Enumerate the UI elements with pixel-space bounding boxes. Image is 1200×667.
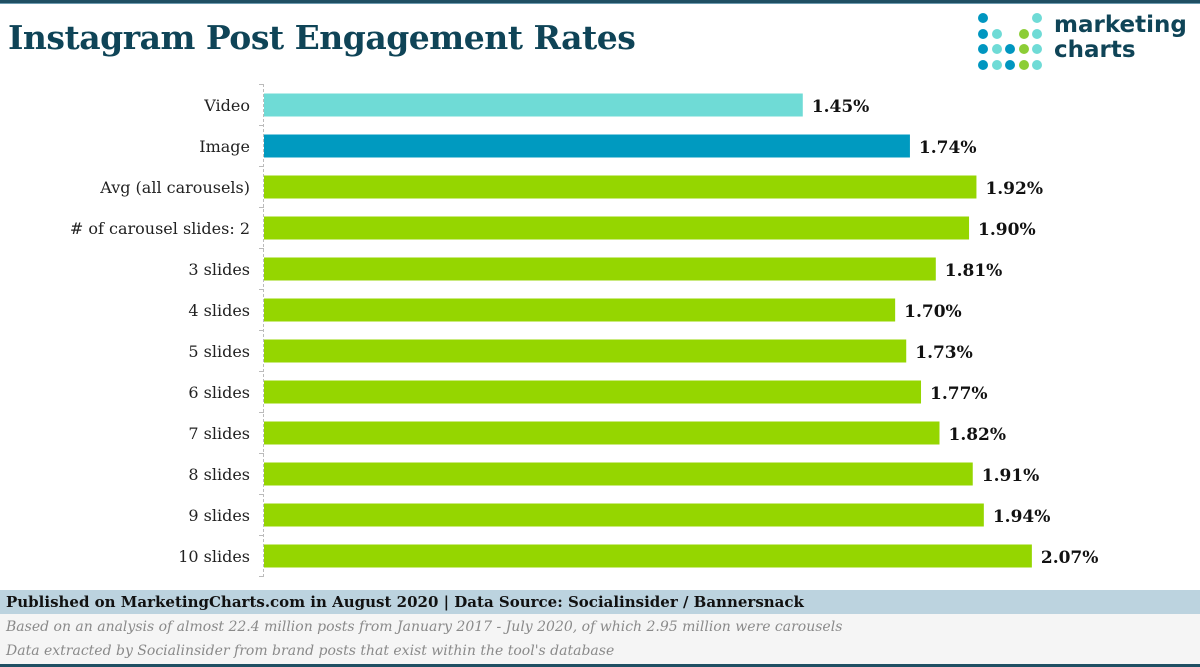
top-border — [0, 0, 1200, 4]
bar-9 — [264, 462, 973, 486]
logo-dot — [991, 59, 1002, 70]
logo-dot — [1018, 28, 1029, 39]
source-bar: Published on MarketingCharts.com in Augu… — [0, 590, 1200, 614]
category-label: 10 slides — [178, 547, 250, 566]
logo-dot — [978, 13, 988, 23]
y-axis — [259, 84, 264, 578]
bar-10 — [264, 503, 984, 527]
category-label: 8 slides — [188, 465, 250, 484]
value-label: 1.94% — [993, 507, 1051, 527]
logo-dot — [978, 28, 988, 39]
category-label: 5 slides — [188, 342, 250, 361]
chart-title: Instagram Post Engagement Rates — [8, 18, 636, 57]
bar-1 — [264, 134, 910, 158]
footer-notes: Based on an analysis of almost 22.4 mill… — [0, 614, 1200, 667]
logo-dot — [991, 28, 1002, 39]
logo-dot — [1032, 59, 1042, 70]
logo-dot — [978, 44, 988, 54]
bar-11 — [264, 544, 1032, 568]
bars — [264, 93, 1032, 568]
category-label: 4 slides — [188, 301, 250, 320]
value-label: 1.45% — [812, 97, 870, 117]
logo-dot — [1005, 59, 1015, 70]
bar-3 — [264, 216, 970, 240]
category-label: 9 slides — [188, 506, 250, 525]
logo-dots-icon — [978, 13, 1042, 73]
category-label: 6 slides — [188, 383, 250, 402]
published-source-text: Published on MarketingCharts.com in Augu… — [6, 593, 804, 611]
bar-5 — [264, 298, 896, 322]
data-extraction-note: Data extracted by Socialinsider from bra… — [6, 643, 615, 659]
logo-dot — [1032, 28, 1042, 39]
logo-dot — [1018, 44, 1029, 54]
bar-7 — [264, 380, 922, 404]
logo-dot — [1032, 13, 1042, 23]
logo-dot — [978, 59, 988, 70]
category-label: # of carousel slides: 2 — [70, 219, 250, 238]
logo-line-1: marketing — [1054, 12, 1187, 38]
bar-8 — [264, 421, 940, 445]
value-label: 1.82% — [948, 425, 1006, 445]
value-label: 1.74% — [919, 138, 977, 158]
logo-dot — [991, 44, 1002, 54]
value-label: 1.70% — [904, 302, 962, 322]
category-label: Video — [203, 96, 250, 115]
value-label: 1.73% — [915, 343, 973, 363]
bar-2 — [264, 175, 977, 199]
bar-chart: Video Image Avg (all carousels) # of carous… — [70, 84, 1099, 578]
value-label: 2.07% — [1041, 548, 1099, 568]
logo-dot — [1018, 59, 1029, 70]
value-label: 1.77% — [930, 384, 988, 404]
logo-dot — [1005, 44, 1015, 54]
marketingcharts-logo: marketing charts — [978, 13, 1193, 75]
bar-0 — [264, 93, 803, 117]
methodology-note: Based on an analysis of almost 22.4 mill… — [6, 619, 843, 635]
category-labels: Video Image Avg (all carousels) # of carous… — [70, 96, 250, 566]
value-label: 1.81% — [945, 261, 1003, 281]
category-label: 3 slides — [188, 260, 250, 279]
value-label: 1.91% — [982, 466, 1040, 486]
logo-dot — [1032, 44, 1042, 54]
category-label: Avg (all carousels) — [99, 178, 250, 197]
category-label: 7 slides — [188, 424, 250, 443]
logo-line-2: charts — [1054, 37, 1136, 63]
category-label: Image — [199, 137, 250, 156]
value-labels: 1.45% 1.74% 1.92% 1.90% 1.81% 1.70% 1.73% 1.77%… — [812, 97, 1099, 568]
value-label: 1.90% — [978, 220, 1036, 240]
bar-6 — [264, 339, 907, 363]
logo-text: marketing charts — [1054, 13, 1187, 63]
value-label: 1.92% — [985, 179, 1043, 199]
bar-4 — [264, 257, 936, 281]
